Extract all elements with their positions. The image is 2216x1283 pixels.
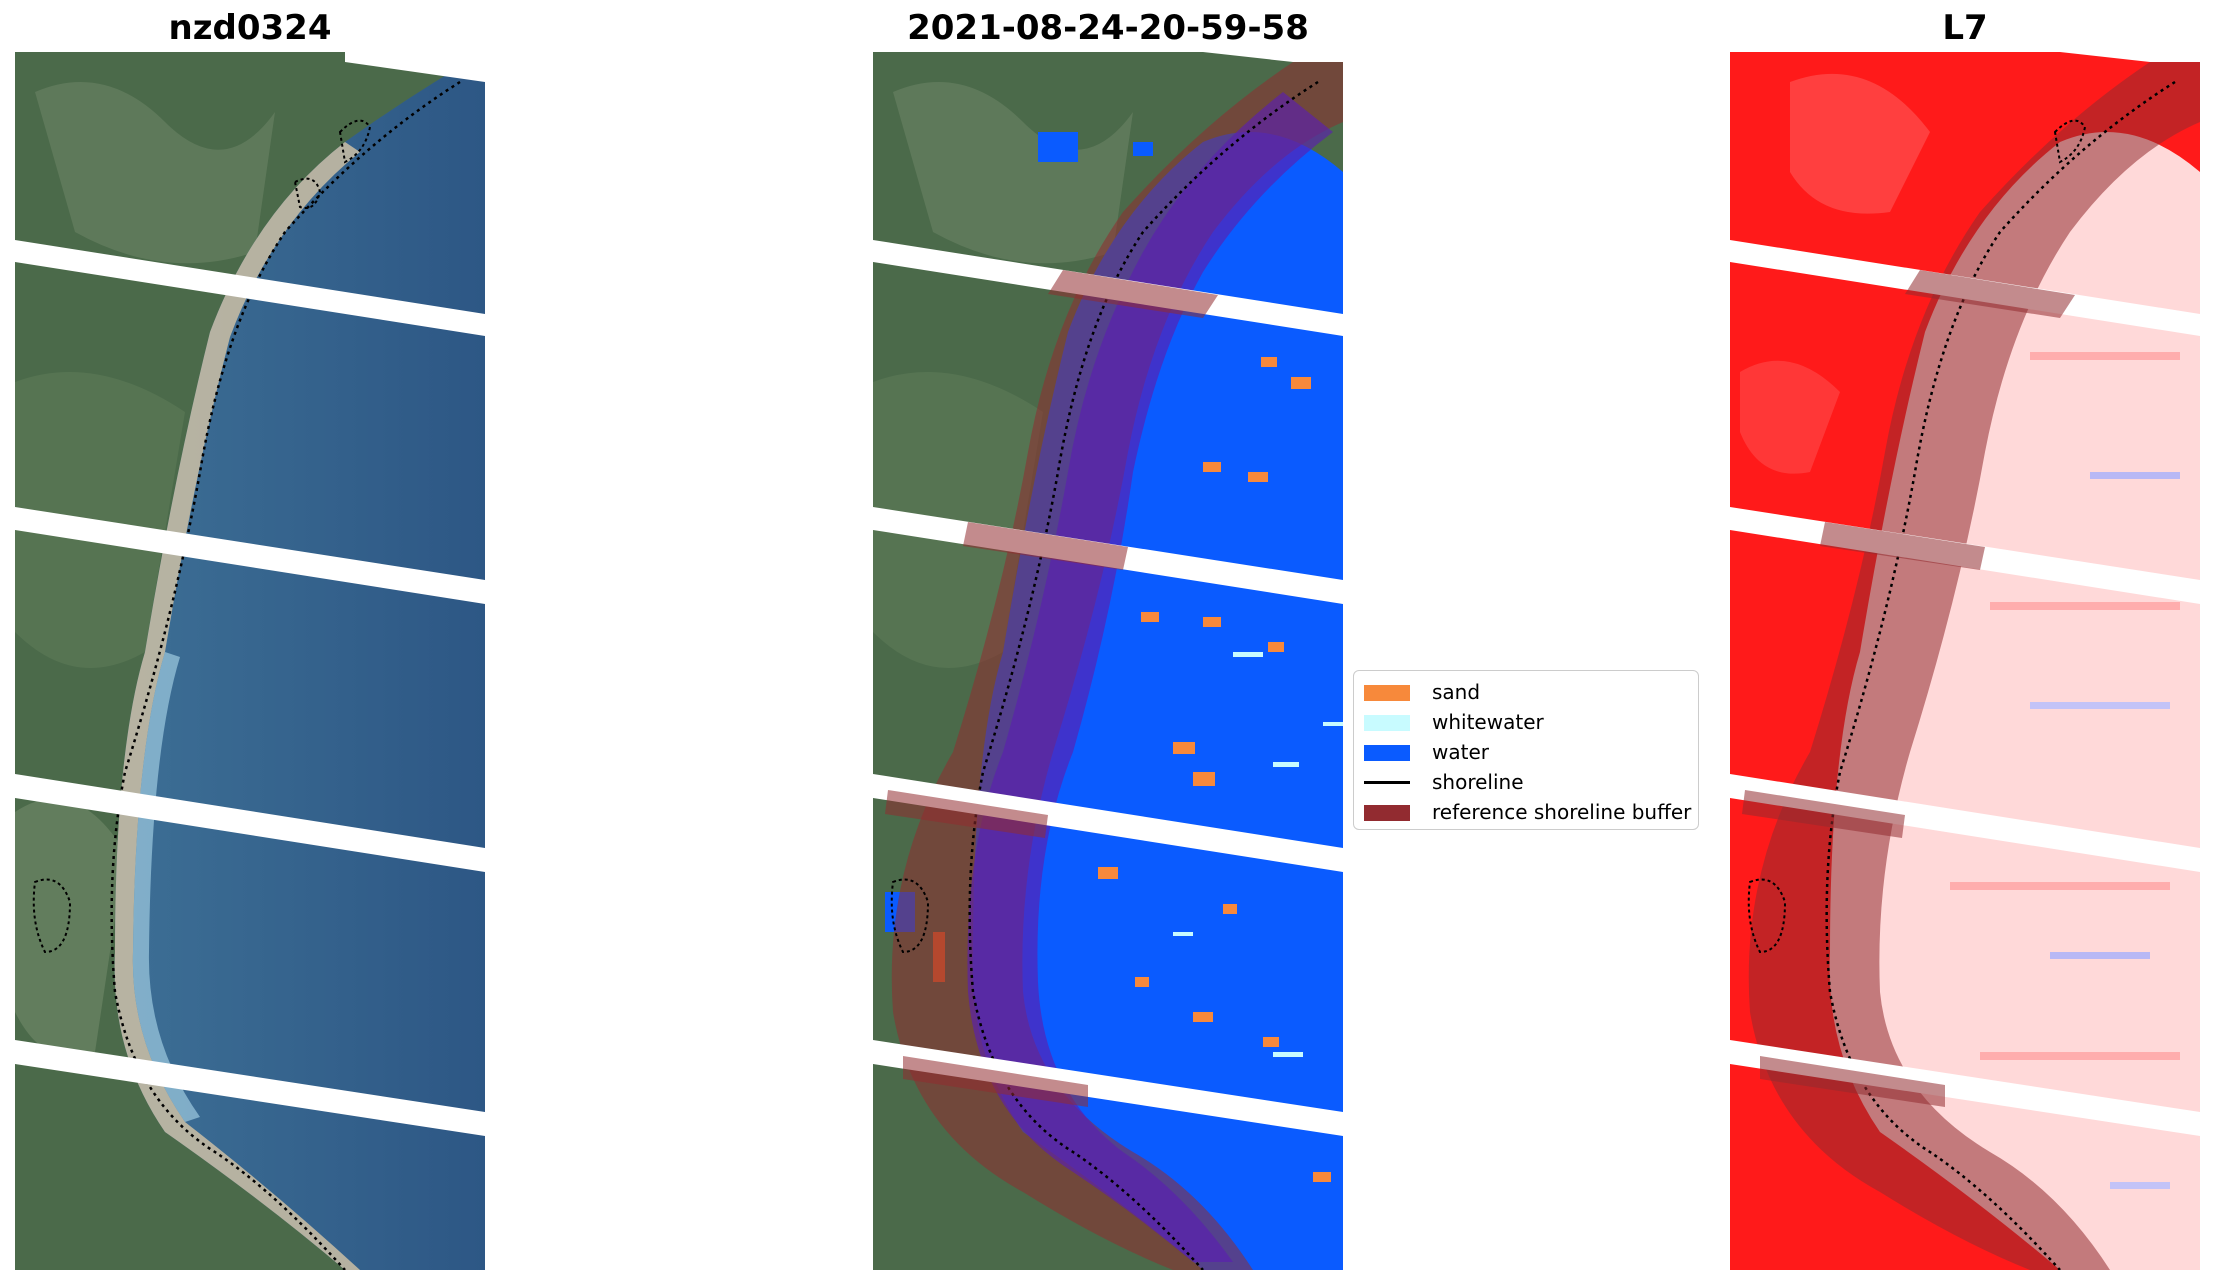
- land-texture-1: [893, 82, 1133, 264]
- shoreline-lagoon: [2053, 119, 2087, 164]
- scanline-gap: [15, 774, 485, 872]
- whitewater-pixels: [1173, 652, 1343, 1057]
- panel-title-index: L7: [1942, 8, 1988, 48]
- buffer-in-gap: [1742, 790, 1905, 838]
- scanline-gap: [873, 1040, 1343, 1136]
- legend-item-reference-buffer: reference shoreline buffer: [1364, 797, 1692, 827]
- shoreline: [1825, 80, 2176, 1270]
- land-texture-2: [15, 372, 185, 668]
- legend-swatch-water: [1364, 745, 1410, 761]
- index-map-panel: [1730, 52, 2200, 1270]
- shoreline-lagoon-3: [32, 878, 72, 954]
- shoreline-lagoon-2: [293, 177, 322, 209]
- shoreline: [968, 80, 1319, 1270]
- legend-swatch-sand: [1364, 685, 1410, 701]
- scanline-gap: [1730, 774, 2200, 872]
- water-class-blob: [1133, 142, 1153, 156]
- shoreline-lagoon: [890, 878, 930, 954]
- buffer-in-gap: [1820, 522, 1985, 570]
- legend-swatch-buffer: [1364, 805, 1410, 821]
- legend: sand whitewater water shoreline referenc…: [1353, 670, 1699, 830]
- scanline-gap: [1730, 1040, 2200, 1136]
- buffer-in-gap: [1048, 270, 1218, 318]
- land-texture-3: [15, 798, 125, 1057]
- nodata-corner: [1203, 52, 1343, 62]
- buffer-in-gap: [885, 790, 1048, 838]
- buffer-in-gap: [1760, 1056, 1945, 1107]
- legend-line-shoreline: [1364, 781, 1410, 784]
- nodata-corner: [2060, 52, 2200, 62]
- legend-item-water: water: [1364, 737, 1688, 767]
- buffer-core-overlay: [967, 92, 1333, 1262]
- land-index-variation: [1790, 73, 1930, 214]
- scanline-gap: [15, 507, 485, 604]
- legend-item-sand: sand: [1364, 677, 1688, 707]
- legend-label: whitewater: [1432, 710, 1544, 734]
- legend-item-whitewater: whitewater: [1364, 707, 1688, 737]
- buffer-in-gap: [963, 522, 1128, 570]
- water-class-blob: [1038, 132, 1078, 162]
- panel-title-rgb: nzd0324: [168, 8, 332, 48]
- scanline-gap: [873, 774, 1343, 872]
- rgb-image-panel: [15, 52, 485, 1270]
- legend-swatch-whitewater: [1364, 715, 1410, 731]
- reference-shoreline-buffer: [1748, 62, 2200, 1270]
- legend-item-shoreline: shoreline: [1364, 767, 1688, 797]
- legend-label: shoreline: [1432, 770, 1524, 794]
- nodata-corner: [345, 52, 485, 82]
- buffer-in-gap: [1905, 270, 2075, 318]
- shoreline-lagoon-1: [338, 119, 372, 164]
- legend-label: water: [1432, 740, 1489, 764]
- scanline-gap: [15, 240, 485, 336]
- legend-label: sand: [1432, 680, 1481, 704]
- shoreline: [110, 80, 461, 1270]
- scanline-gap: [15, 1040, 485, 1136]
- land-index-variation: [1740, 360, 1840, 474]
- classification-panel: [873, 52, 1343, 1270]
- land-texture-1: [35, 82, 275, 264]
- buffer-in-gap: [903, 1056, 1088, 1107]
- legend-label: reference shoreline buffer: [1432, 800, 1692, 824]
- water-index-streaks: [1950, 352, 2180, 1189]
- panel-title-classification: 2021-08-24-20-59-58: [907, 8, 1309, 48]
- surf-zone: [132, 652, 200, 1122]
- shoreline-lagoon: [1747, 878, 1787, 954]
